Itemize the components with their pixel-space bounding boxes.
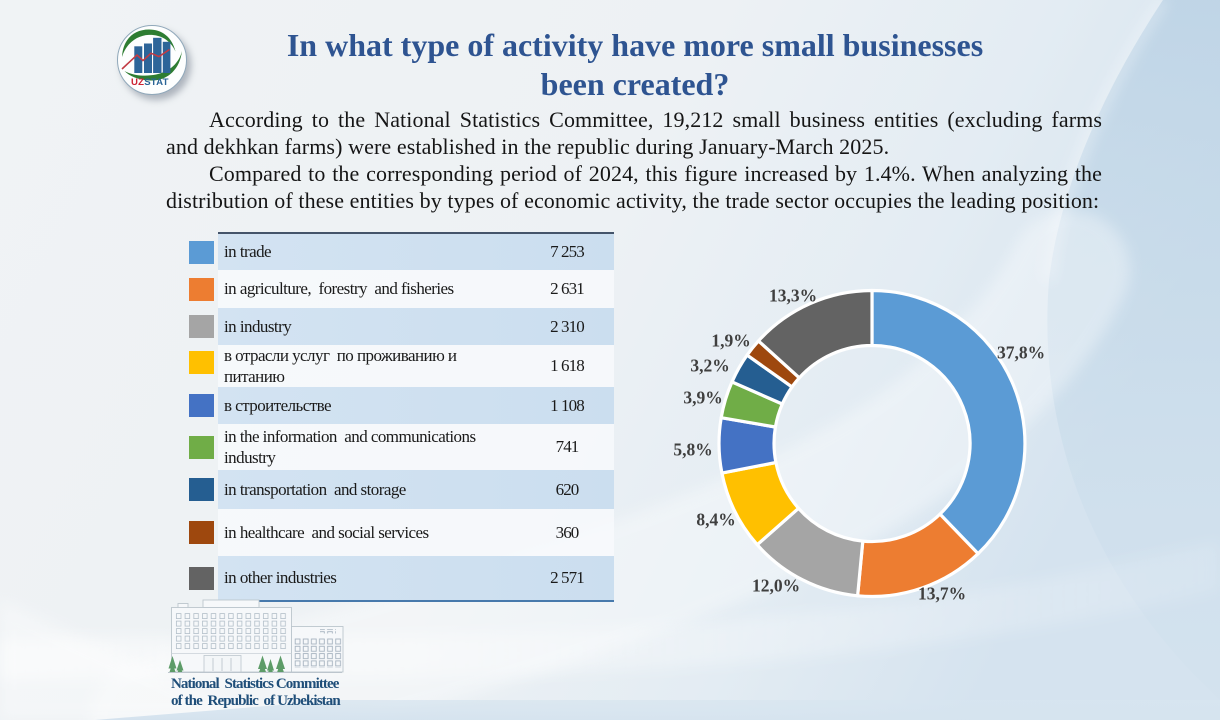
svg-text:UZSTAT: UZSTAT bbox=[131, 77, 169, 88]
